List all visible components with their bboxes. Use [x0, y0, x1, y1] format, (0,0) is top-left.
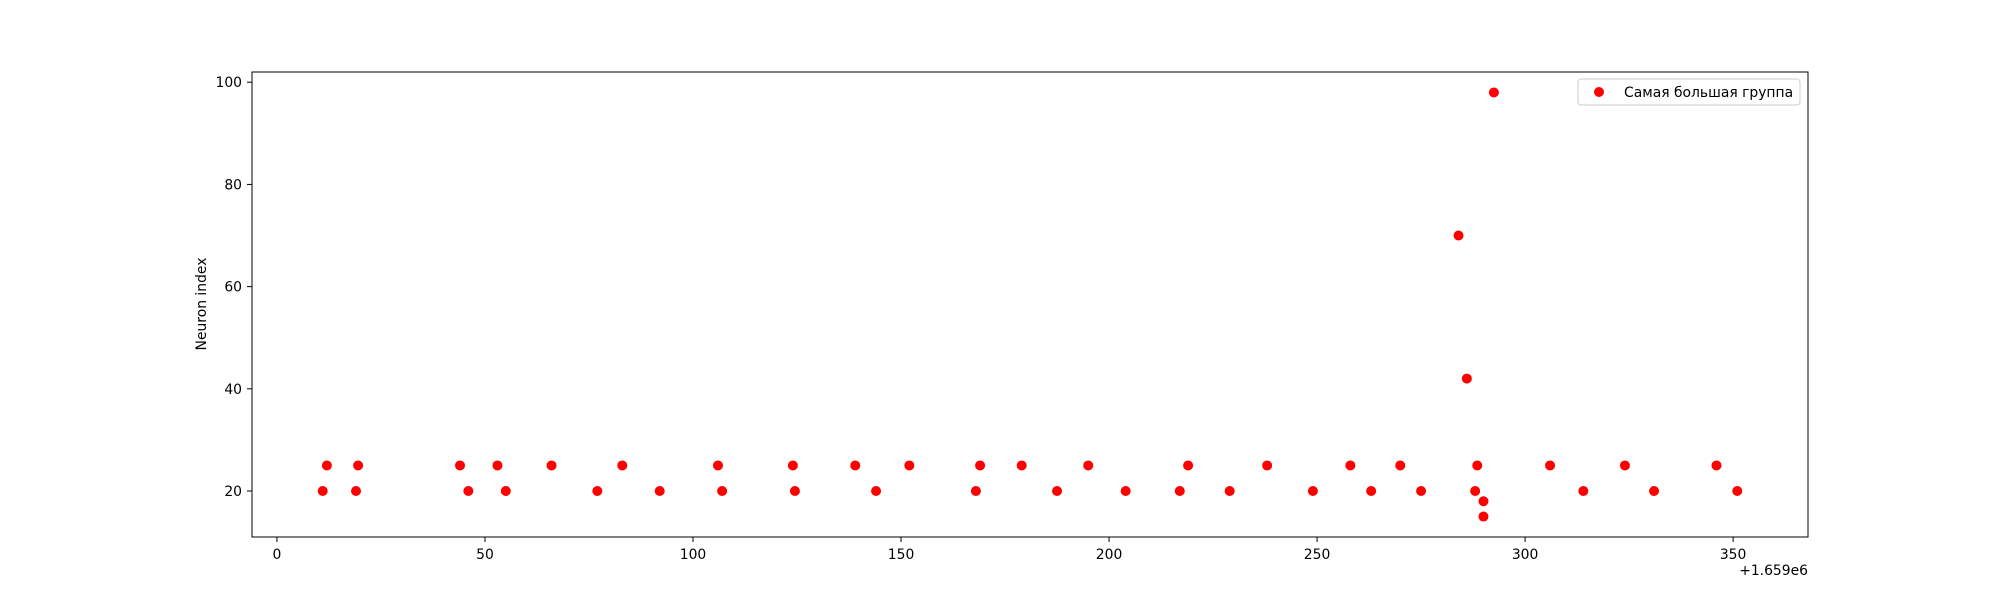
x-tick-label: 350 — [1720, 547, 1747, 563]
data-point — [1016, 460, 1027, 471]
data-point — [1488, 87, 1499, 98]
data-point — [712, 460, 723, 471]
data-point — [492, 460, 503, 471]
data-point — [1711, 460, 1722, 471]
x-tick-label: 300 — [1512, 547, 1539, 563]
legend-marker — [1594, 87, 1604, 97]
legend-box — [1577, 78, 1801, 106]
data-point — [1395, 460, 1406, 471]
data-point — [1083, 460, 1094, 471]
data-point — [1478, 511, 1489, 522]
data-point — [351, 486, 362, 497]
data-point — [1224, 486, 1235, 497]
x-tick-label: 250 — [1304, 547, 1331, 563]
data-point — [1262, 460, 1273, 471]
legend-label: Самая большая группа — [1624, 85, 1793, 101]
data-point — [1470, 486, 1481, 497]
y-tick-label: 20 — [224, 484, 242, 500]
data-point — [717, 486, 728, 497]
data-point — [317, 486, 328, 497]
data-point — [904, 460, 915, 471]
x-axis-ticks: 0 50 100 150 200 250 300 350 — [273, 537, 1747, 563]
data-point — [353, 460, 364, 471]
plot-area — [252, 72, 1808, 537]
x-tick-label: 200 — [1096, 547, 1123, 563]
data-point — [500, 486, 511, 497]
data-point — [455, 460, 466, 471]
x-tick-label: 100 — [680, 547, 707, 563]
data-point — [871, 486, 882, 497]
y-axis-ticks: 20 40 60 80 100 — [215, 75, 252, 500]
data-point — [654, 486, 665, 497]
data-point — [1578, 486, 1589, 497]
x-tick-label: 0 — [273, 547, 282, 563]
data-point — [1732, 486, 1743, 497]
axes-frame — [251, 71, 1809, 538]
data-point — [970, 486, 981, 497]
data-point — [1183, 460, 1194, 471]
data-point — [1461, 373, 1472, 384]
data-point — [1366, 486, 1377, 497]
data-point — [321, 460, 332, 471]
data-point — [1453, 230, 1464, 241]
x-axis-offset-label: +1.659e6 — [1739, 563, 1808, 579]
data-point — [617, 460, 628, 471]
y-tick-label: 40 — [224, 382, 242, 398]
data-point — [1472, 460, 1483, 471]
data-point — [975, 460, 986, 471]
data-point — [1416, 486, 1427, 497]
data-point — [789, 486, 800, 497]
data-point — [1345, 460, 1356, 471]
data-point — [546, 460, 557, 471]
data-point — [1619, 460, 1630, 471]
data-point — [1649, 486, 1660, 497]
data-point — [592, 486, 603, 497]
legend: Самая большая группа — [1577, 78, 1801, 106]
data-point — [1120, 486, 1131, 497]
data-point — [463, 486, 474, 497]
y-tick-label: 60 — [224, 280, 242, 296]
data-point — [1052, 486, 1063, 497]
data-point — [787, 460, 798, 471]
y-tick-label: 100 — [215, 75, 242, 91]
data-points — [317, 87, 1743, 522]
data-point — [850, 460, 861, 471]
y-axis-label: Neuron index — [194, 258, 210, 351]
x-tick-label: 50 — [476, 547, 494, 563]
y-tick-label: 80 — [224, 177, 242, 193]
data-point — [1478, 496, 1489, 507]
data-point — [1174, 486, 1185, 497]
data-point — [1545, 460, 1556, 471]
data-point — [1307, 486, 1318, 497]
x-tick-label: 150 — [888, 547, 915, 563]
